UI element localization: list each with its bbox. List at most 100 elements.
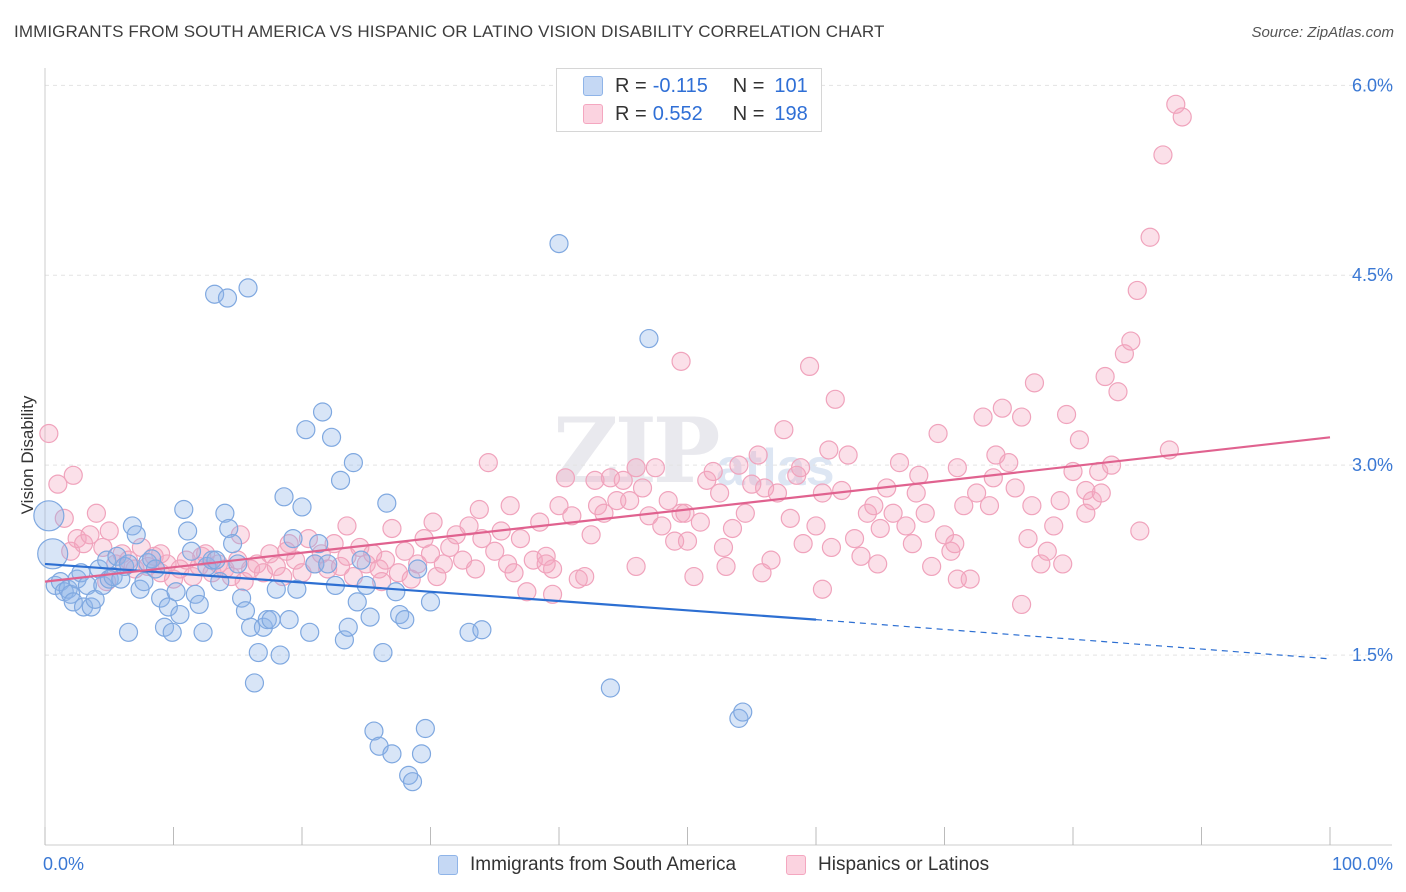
south-america-point	[219, 518, 239, 539]
hispanic-point	[408, 554, 428, 574]
south-america-trendline-extension	[815, 619, 1331, 660]
south-america-point	[162, 622, 182, 642]
south-america-point	[360, 607, 380, 627]
hispanic-point	[902, 534, 922, 554]
hispanic-point	[510, 528, 531, 549]
x-tick-label: 0.0%	[43, 854, 84, 874]
south-america-point	[639, 328, 659, 349]
hispanic-point	[774, 420, 794, 440]
hispanic-point	[922, 556, 942, 577]
hispanic-point	[626, 556, 646, 577]
south-america-point	[189, 594, 209, 615]
hispanic-point	[420, 544, 441, 564]
y-tick-label: 4.5%	[1352, 265, 1393, 285]
south-america-point	[415, 718, 435, 739]
hispanic-point	[806, 516, 826, 536]
hispanic-point	[983, 468, 1003, 488]
hispanic-point	[549, 496, 569, 516]
hispanic-point	[793, 534, 813, 554]
south-america-point	[395, 610, 415, 630]
south-america-point	[309, 534, 329, 554]
hispanic-point	[427, 566, 447, 587]
hispanic-point	[86, 503, 107, 523]
south-america-point	[215, 503, 235, 523]
hispanic-point	[440, 537, 460, 558]
hispanic-point	[504, 563, 524, 583]
hispanic-point	[947, 569, 967, 589]
south-america-point	[382, 744, 402, 764]
hispanic-point	[1069, 430, 1090, 450]
hispanic-point	[542, 584, 563, 604]
hispanic-point	[821, 537, 842, 558]
hispanic-point	[67, 528, 87, 549]
hispanic-point	[99, 521, 119, 541]
hispanic-point	[1166, 94, 1186, 114]
south-america-point	[420, 592, 441, 612]
south-america-point	[292, 497, 312, 517]
south-america-point	[549, 233, 569, 254]
legend-n-value: 198	[774, 102, 808, 125]
hispanic-point	[1037, 541, 1057, 561]
south-america-point	[287, 579, 307, 599]
legend-swatch-pink	[583, 104, 603, 124]
south-america-point	[174, 499, 194, 520]
hispanic-point	[1056, 404, 1077, 425]
hispanic-point	[192, 546, 212, 566]
hispanic-point	[857, 503, 878, 523]
hispanic-point	[1091, 483, 1111, 503]
legend-swatch-blue	[583, 76, 603, 96]
hispanic-point	[80, 525, 100, 545]
stats-legend: R = -0.115 N = 101 R = 0.552 N = 198	[556, 68, 822, 132]
hispanic-point	[973, 407, 993, 427]
south-america-point	[228, 554, 248, 574]
south-america-point	[235, 601, 256, 621]
bottom-legend-hispanic: Hispanics or Latinos	[786, 852, 989, 878]
legend-r-label: R =	[615, 74, 647, 97]
hispanic-point	[632, 478, 653, 498]
south-america-point	[244, 673, 265, 693]
hispanic-point	[928, 423, 948, 444]
hispanic-point	[1011, 594, 1032, 615]
south-america-point	[338, 617, 358, 637]
bottom-legend-south-america: Immigrants from South America	[438, 852, 736, 878]
south-america-point	[312, 402, 333, 422]
hispanic-point	[864, 496, 884, 516]
hispanic-point	[536, 554, 556, 574]
hispanic-point	[260, 544, 280, 564]
y-tick-label: 1.5%	[1352, 645, 1393, 665]
hispanic-point	[1121, 331, 1141, 351]
hispanic-point	[1076, 503, 1096, 523]
south-america-point	[347, 592, 367, 612]
south-america-point	[300, 622, 320, 642]
legend-n-label: N =	[732, 102, 765, 125]
south-america-point	[223, 534, 243, 554]
south-america-point	[283, 528, 303, 549]
bottom-legend-label-hispanic: Hispanics or Latinos	[818, 854, 990, 875]
chart-source: Source: ZipAtlas.com	[1251, 24, 1394, 41]
hispanic-point	[979, 496, 1000, 516]
hispanic-point	[63, 465, 83, 485]
south-america-point	[170, 604, 190, 625]
chart-title: IMMIGRANTS FROM SOUTH AMERICA VS HISPANI…	[14, 22, 885, 41]
south-america-point	[118, 622, 139, 642]
hispanic-point	[465, 559, 486, 579]
south-america-point	[178, 521, 198, 541]
hispanic-point	[868, 554, 888, 574]
hispanic-point	[799, 356, 820, 377]
south-america-point	[166, 582, 186, 602]
south-america-point	[126, 525, 146, 545]
hispanic-point	[555, 468, 576, 488]
south-america-point	[411, 744, 432, 764]
south-america-point	[330, 470, 351, 490]
south-america-point	[206, 550, 226, 570]
south-america-point	[343, 453, 363, 473]
hispanic-point	[754, 478, 775, 498]
hispanic-point	[1114, 344, 1135, 364]
bottom-legend-swatch-blue	[438, 855, 458, 875]
hispanic-point	[915, 503, 935, 523]
south-america-point	[279, 610, 299, 630]
legend-n-label: N =	[732, 74, 765, 97]
south-america-point	[270, 645, 290, 665]
south-america-point	[73, 597, 94, 617]
